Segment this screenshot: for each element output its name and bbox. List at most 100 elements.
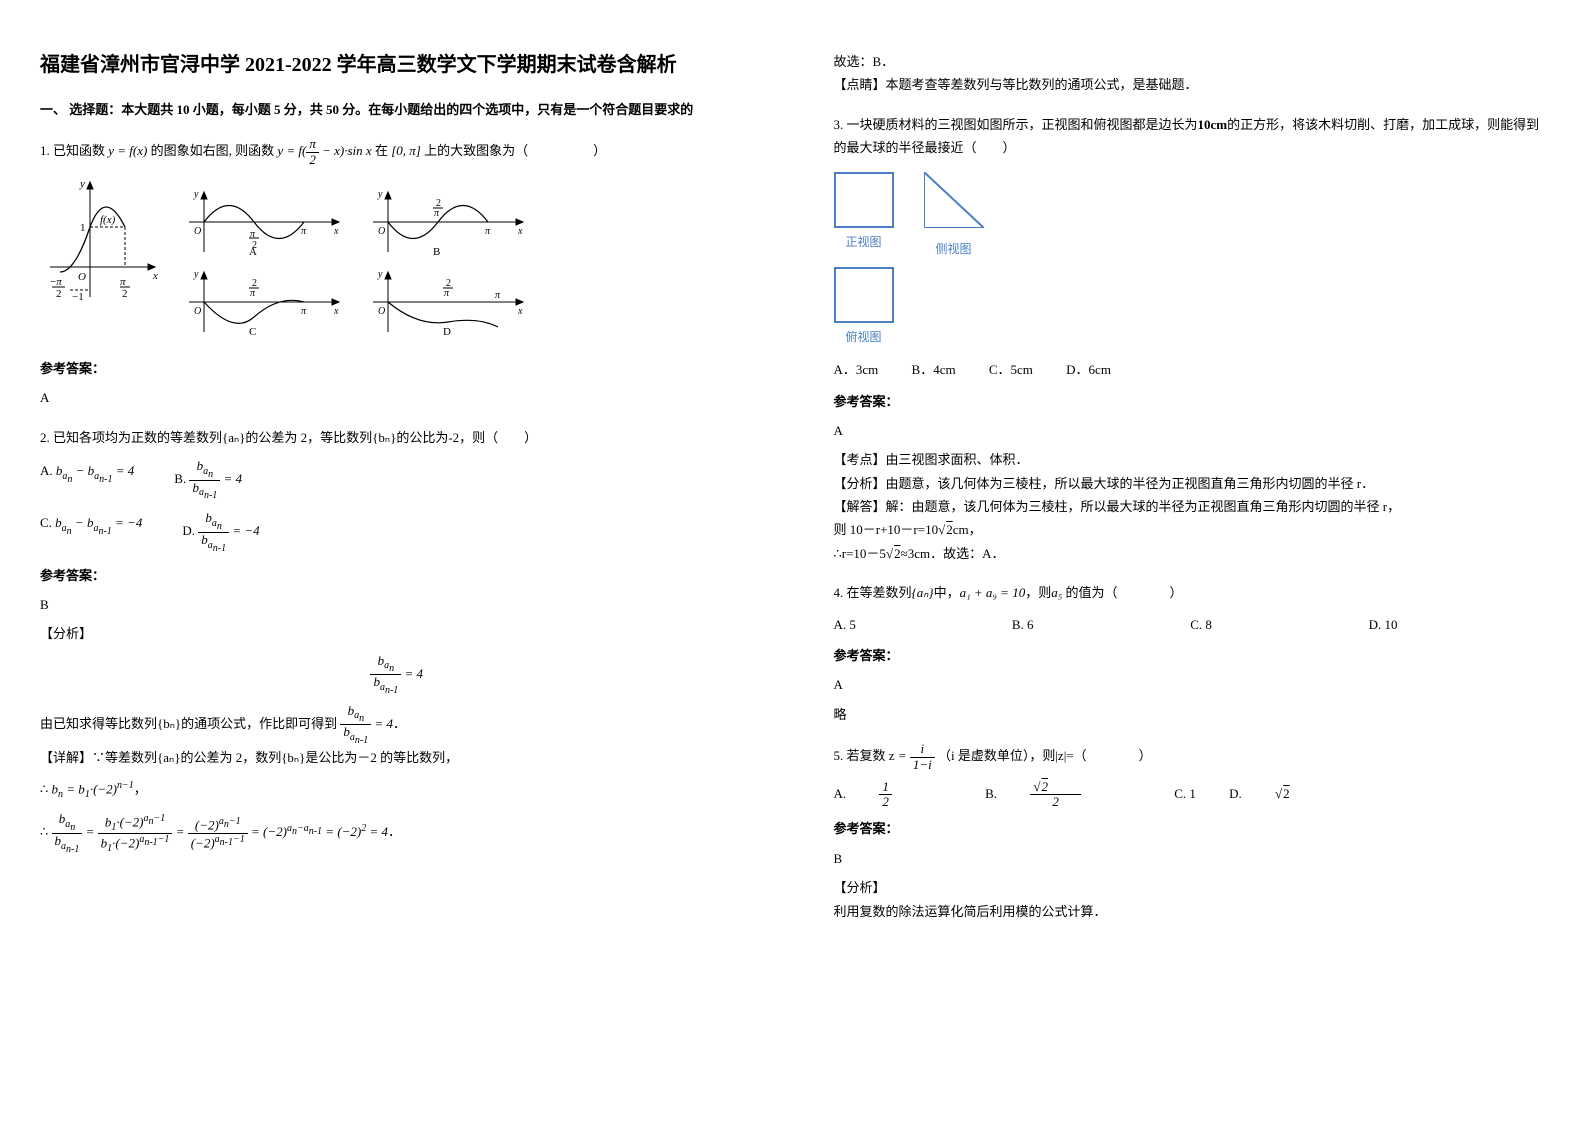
q2-optb-eq: = 4 — [224, 471, 243, 486]
q2-option-b: B. ban ban-1 = 4 — [174, 459, 242, 501]
q1-pi-num: π — [306, 137, 319, 152]
exam-title: 福建省漳州市官浔中学 2021-2022 学年高三数学文下学期期末试卷含解析 — [40, 50, 754, 80]
q5-opta-num: 1 — [879, 780, 892, 795]
svg-text:y: y — [377, 269, 383, 280]
q5-analysis-label: 【分析】 — [834, 876, 1548, 899]
q1-answer-label: 参考答案： — [40, 357, 754, 380]
svg-text:π: π — [485, 226, 491, 237]
q1-tail: 上的大致图象为（ ） — [424, 143, 606, 158]
q2-options-row1: A. ban − ban-1 = 4 B. ban ban-1 = 4 — [40, 459, 754, 501]
q3-pre: 3. 一块硬质材料的三视图如图所示，正视图和俯视图都是边长为 — [834, 117, 1198, 132]
q1-formula-part2: − x)·sin x — [319, 143, 372, 158]
svg-text:A: A — [249, 246, 257, 257]
q1-interval: [0, π] — [391, 143, 421, 158]
svg-text:y: y — [193, 189, 199, 200]
q2-option-c: C. ban − ban-1 = −4 — [40, 511, 142, 553]
q4-options: A. 5 B. 6 C. 8 D. 10 — [834, 613, 1548, 636]
q5-optc: C. 1 — [1174, 786, 1196, 801]
q2-optb-frac: ban ban-1 — [189, 459, 220, 501]
svg-text:y: y — [79, 178, 85, 190]
q4-tail: 的值为（ ） — [1062, 585, 1182, 600]
q2-analysis-text: 由已知求得等比数列{bₙ}的通项公式，作比即可得到 ban ban-1 = 4． — [40, 704, 754, 746]
q1-mid1: 的图象如右图, 则函数 — [151, 143, 278, 158]
q1-mid2: 在 — [375, 143, 391, 158]
q5-optb-pre: B. — [985, 786, 1000, 801]
q4-answer-label: 参考答案： — [834, 644, 1548, 667]
q3-side-label: 侧视图 — [924, 239, 984, 261]
svg-text:x: x — [333, 306, 339, 317]
q3-side-view: 侧视图 — [924, 172, 984, 261]
svg-text:π: π — [301, 226, 307, 237]
q2-optc-formula: ban − ban-1 = −4 — [55, 515, 142, 530]
svg-text:O: O — [378, 306, 385, 317]
q5-answer: B — [834, 847, 1548, 870]
q1-option-a-graph: y x O π 2 π A — [184, 187, 344, 257]
svg-text:1: 1 — [80, 222, 86, 234]
q3-j2-pre: 则 10－r+10－r=10 — [834, 522, 939, 537]
svg-text:x: x — [517, 306, 523, 317]
q5-frac: i 1−i — [910, 742, 935, 772]
q3-j2-suf: cm， — [953, 522, 982, 537]
q1-fx: y = f(x) — [108, 143, 147, 158]
q2-optd-eq: = −4 — [232, 523, 259, 538]
q2-detail-1: ∵等差数列{aₙ}的公差为 2，数列{bₙ}是公比为－2 的等比数列， — [92, 750, 458, 765]
q3-j3-pre: ∴r=10－5 — [834, 546, 886, 561]
q1-prefix: 1. 已知函数 — [40, 143, 105, 158]
q2-optb-pre: B. — [174, 471, 189, 486]
q4-optb: B. 6 — [1012, 613, 1190, 636]
svg-text:B: B — [433, 246, 440, 257]
q1-pi-den: 2 — [306, 153, 319, 167]
q3-optd: D．6cm — [1066, 362, 1111, 377]
svg-text:f(x): f(x) — [100, 214, 116, 226]
q3-j3-suf: ≈3cm．故选：A． — [901, 546, 1005, 561]
q4-answer: A — [834, 673, 1548, 696]
q1-graphs: x y f(x) 1 O π 2 −π 2 −1 — [40, 177, 754, 347]
q3-j3-sqrt: 2 — [893, 546, 901, 561]
q5-opta-den: 2 — [879, 795, 892, 809]
question-1: 1. 已知函数 y = f(x) 的图象如右图, 则函数 y = f(π2 − … — [40, 137, 754, 167]
q5-optd-sqrt: 2 — [1282, 786, 1290, 801]
svg-text:y: y — [377, 189, 383, 200]
q3-front-view: 正视图 — [834, 172, 894, 261]
q2-analysis-label: 【分析】 — [40, 622, 754, 645]
q5-optd: D. √2 — [1229, 786, 1320, 801]
q2-detail-label: 【详解】 — [40, 750, 92, 765]
q2-conclude: 故选：B． — [834, 50, 1548, 73]
q5-optb: B. √22 — [985, 786, 1144, 801]
q2-answer-label: 参考答案： — [40, 564, 754, 587]
q1-option-c-graph: y x O π 2 π C — [184, 267, 344, 337]
q5-answer-label: 参考答案： — [834, 817, 1548, 840]
q4-opta: A. 5 — [834, 613, 1012, 636]
q5-opta: A. 12 — [834, 786, 956, 801]
q2-option-a: A. ban − ban-1 = 4 — [40, 459, 134, 501]
q5-den: 1−i — [910, 758, 935, 772]
q3-fenxi: 【分析】由题意，该几何体为三棱柱，所以最大球的半径为正视图直角三角形内切圆的半径… — [834, 472, 1548, 495]
svg-text:2: 2 — [56, 288, 62, 300]
q5-pre: 5. 若复数 z — [834, 748, 898, 763]
q2-analysis-tail: ． — [393, 716, 406, 731]
q5-optb-sqrt: 2 — [1040, 779, 1048, 794]
q5-analysis: 利用复数的除法运算化简后利用模的公式计算． — [834, 900, 1548, 923]
q5-num: i — [910, 742, 935, 757]
svg-text:O: O — [194, 226, 201, 237]
q2-d2-pre: ∴ — [40, 782, 52, 797]
q3-top-label: 俯视图 — [834, 327, 894, 349]
svg-text:2: 2 — [252, 278, 257, 289]
q4-pre: 4. 在等差数列 — [834, 585, 912, 600]
q3-jieda3: ∴r=10－5√2≈3cm．故选：A． — [834, 542, 1548, 565]
svg-text:2: 2 — [446, 278, 451, 289]
q2-options-row2: C. ban − ban-1 = −4 D. ban ban-1 = −4 — [40, 511, 754, 553]
q2-optc-pre: C. — [40, 515, 55, 530]
svg-text:x: x — [517, 226, 523, 237]
q5-options: A. 12 B. √22 C. 1 D. √2 — [834, 780, 1548, 810]
svg-text:π: π — [444, 288, 450, 299]
question-5: 5. 若复数 z = i 1−i （i 是虚数单位），则|z|=（ ） — [834, 742, 1548, 772]
svg-text:x: x — [333, 226, 339, 237]
q4-optc: C. 8 — [1190, 613, 1368, 636]
q2-opta-formula: ban − ban-1 = 4 — [56, 463, 134, 478]
q3-kaodian: 【考点】由三视图求面积、体积． — [834, 448, 1548, 471]
q5-opta-pre: A. — [834, 786, 850, 801]
q4-cond: a₁ + a₉ = 10 — [960, 585, 1026, 600]
q3-options: A．3cm B．4cm C．5cm D．6cm — [834, 358, 1548, 381]
q3-top-view: 俯视图 — [834, 267, 1548, 349]
